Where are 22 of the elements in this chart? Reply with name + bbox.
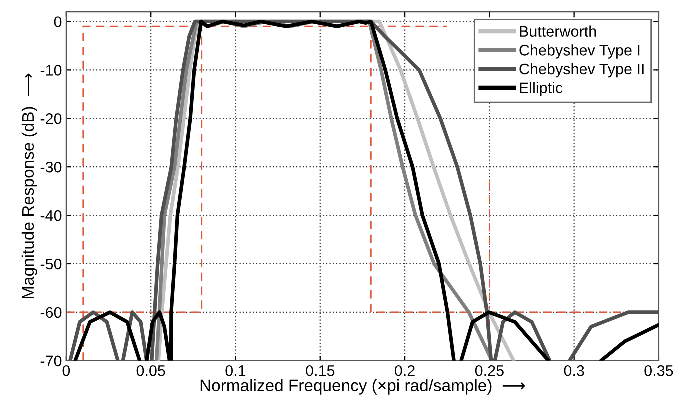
x-tick-label: 0.05: [136, 365, 166, 376]
y-tick-label: 0: [54, 16, 62, 28]
y-tick-label: -60: [40, 307, 62, 318]
x-tick-label: 0.3: [564, 365, 584, 376]
legend-label: Chebyshev Type II: [520, 63, 644, 78]
y-tick-label: -30: [40, 162, 62, 173]
y-tick-label: -10: [40, 65, 62, 76]
x-tick-label: 0.25: [475, 365, 504, 376]
legend-label: Butterworth: [520, 26, 596, 37]
y-tick-label: -40: [40, 210, 62, 222]
y-tick-label: -70: [40, 356, 62, 367]
y-tick-label: -50: [40, 258, 62, 270]
legend-label: Elliptic: [520, 82, 563, 96]
legend-label: Chebyshev Type I: [520, 44, 640, 59]
y-axis-title: Magnitude Response (dB) ⟶: [22, 74, 38, 298]
x-tick-label: 0.35: [644, 365, 674, 376]
x-tick-label: 0: [62, 365, 70, 376]
x-tick-label: 0.2: [395, 365, 415, 376]
x-tick-label: 0.1: [226, 365, 246, 376]
x-tick-label: 0.15: [306, 365, 335, 376]
x-axis-title: Normalized Frequency (×pi rad/sample) ⟶: [200, 379, 526, 395]
y-tick-label: -20: [40, 113, 62, 124]
